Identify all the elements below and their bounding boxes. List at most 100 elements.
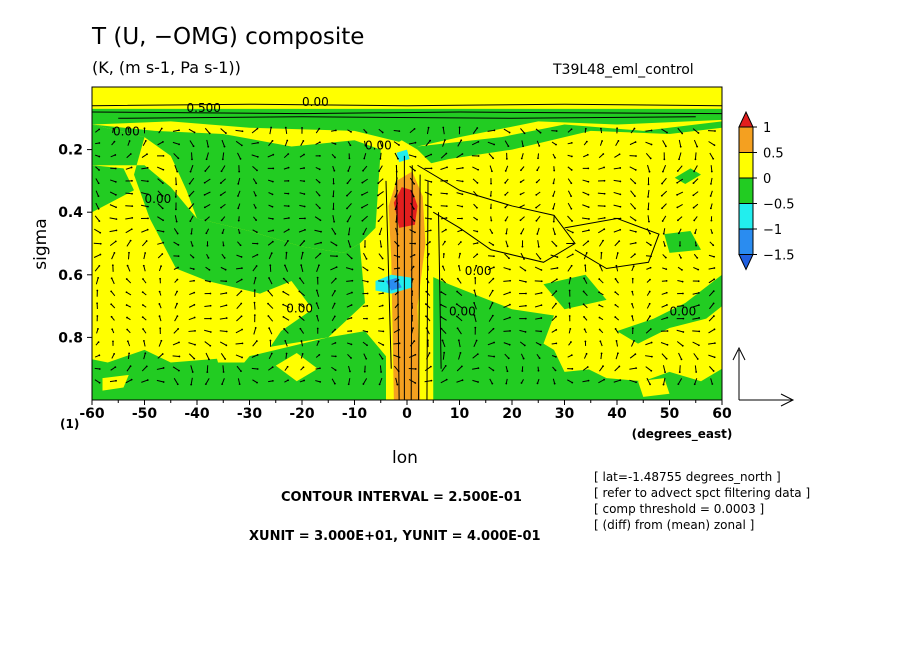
wind-vector-shaft xyxy=(188,330,196,332)
wind-vector-head xyxy=(633,253,636,256)
wind-vector-shaft xyxy=(584,265,587,272)
wind-vector xyxy=(315,367,321,370)
wind-vector xyxy=(110,179,117,183)
wind-vector-head xyxy=(334,233,337,235)
wind-vector-head xyxy=(178,341,180,344)
wind-vector xyxy=(93,242,102,245)
wind-vector-shaft xyxy=(314,216,321,221)
wind-vector xyxy=(283,153,290,159)
wind-vector xyxy=(677,228,682,235)
wind-vector xyxy=(174,278,179,283)
wind-vector xyxy=(487,129,496,132)
wind-vector xyxy=(583,328,587,334)
wind-vector-head xyxy=(288,217,290,219)
wind-vector xyxy=(662,140,667,148)
wind-vector-head xyxy=(430,206,432,209)
wind-vector-head xyxy=(113,140,116,143)
wind-vector-shaft xyxy=(173,241,179,246)
wind-vector-head xyxy=(97,195,100,198)
wind-vector xyxy=(647,215,650,223)
wind-vector xyxy=(629,166,637,171)
wind-vector-head xyxy=(162,168,165,171)
wind-vector-shaft xyxy=(126,365,131,372)
wind-vector-head xyxy=(631,327,634,330)
wind-vector-head xyxy=(98,220,101,222)
wind-vector-shaft xyxy=(205,352,210,360)
wind-vector-head xyxy=(552,220,555,223)
wind-vector xyxy=(141,217,149,220)
colorbar-label: −1 xyxy=(763,223,782,238)
unit-summary: XUNIT = 3.000E+01, YUNIT = 4.000E-01 xyxy=(249,529,541,544)
wind-vector-shaft xyxy=(363,252,367,260)
wind-vector xyxy=(537,240,540,248)
wind-vector xyxy=(348,153,351,160)
wind-vector-shaft xyxy=(252,265,258,272)
wind-vector-head xyxy=(144,252,147,254)
wind-vector-head xyxy=(525,292,527,295)
wind-vector-head xyxy=(98,264,101,267)
wind-vector xyxy=(204,127,211,135)
wind-vector-shaft xyxy=(314,229,322,233)
wind-vector xyxy=(440,166,448,170)
wind-vector-head xyxy=(568,302,571,305)
wind-vector-head xyxy=(287,192,290,195)
wind-vector xyxy=(551,328,558,333)
wind-vector-head xyxy=(115,218,118,220)
wind-vector-head xyxy=(555,143,557,146)
wind-vector xyxy=(362,378,368,385)
wind-vector-shaft xyxy=(472,166,479,171)
wind-vector-head xyxy=(614,316,617,318)
wind-vector xyxy=(424,365,432,372)
wind-vector xyxy=(678,365,681,374)
wind-vector xyxy=(520,153,524,160)
wind-vector-shaft xyxy=(253,327,257,335)
wind-vector-head xyxy=(191,371,194,373)
wind-vector-shaft xyxy=(251,367,258,370)
wind-vector-head xyxy=(333,220,336,223)
wind-vector xyxy=(188,353,196,360)
wind-vector-head xyxy=(444,139,446,141)
wind-vector-shaft xyxy=(126,278,132,284)
wind-vector-shaft xyxy=(473,302,477,310)
wind-vector-shaft xyxy=(347,165,351,172)
wind-vector-head xyxy=(440,327,443,330)
wind-vector-head xyxy=(253,301,256,304)
wind-vector xyxy=(709,190,713,197)
wind-vector-head xyxy=(254,206,257,209)
wind-vector-shaft xyxy=(488,153,494,159)
wind-vector-head xyxy=(600,352,603,355)
wind-vector-head xyxy=(177,328,180,330)
contour-line xyxy=(91,111,723,115)
wind-vector-shaft xyxy=(363,153,367,159)
wind-vector xyxy=(441,228,447,233)
wind-vector xyxy=(219,330,228,333)
wind-vector xyxy=(662,365,666,373)
wind-vector xyxy=(615,140,620,147)
wind-vector xyxy=(315,154,321,157)
wind-vector-shaft xyxy=(346,203,352,209)
wind-vector xyxy=(693,253,699,259)
wind-vector xyxy=(188,303,196,308)
wind-vector-head xyxy=(346,182,349,185)
wind-vector xyxy=(616,127,618,134)
wind-vector-shaft xyxy=(268,353,273,360)
wind-vector-shaft xyxy=(110,366,116,371)
wind-vector-shaft xyxy=(613,191,621,195)
y-tick-label: 0.6 xyxy=(58,268,83,284)
wind-vector-head xyxy=(222,371,225,373)
wind-vector xyxy=(237,152,242,160)
wind-vector-shaft xyxy=(505,240,509,247)
wind-vector xyxy=(204,341,212,347)
wind-vector-shaft xyxy=(503,342,510,346)
wind-vector-head xyxy=(112,127,115,130)
wind-vector-shaft xyxy=(110,179,116,183)
wind-vector xyxy=(395,164,398,173)
wind-vector-head xyxy=(614,304,617,306)
wind-vector-head xyxy=(508,343,511,346)
wind-vector-shaft xyxy=(316,303,320,310)
wind-vector-head xyxy=(571,231,574,234)
wind-vector-head xyxy=(587,193,590,196)
wind-vector-shaft xyxy=(172,141,180,145)
wind-vector-head xyxy=(240,315,243,318)
wind-vector-head xyxy=(220,206,222,209)
